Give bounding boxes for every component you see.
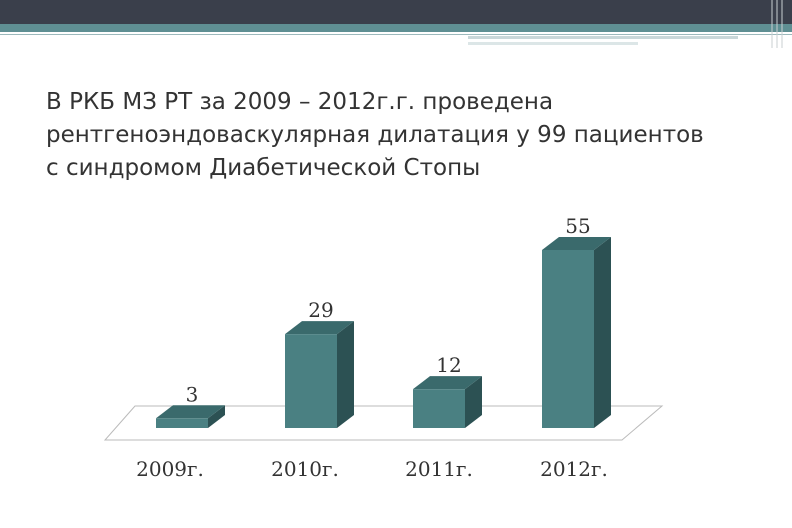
bar-2012г.: [542, 237, 611, 428]
category-label-2011г.: 2011г.: [405, 457, 473, 481]
bar-top: [413, 376, 482, 390]
data-label-2012г.: 55: [565, 214, 590, 238]
slide-title: В РКБ МЗ РТ за 2009 – 2012г.г. проведена…: [46, 86, 766, 185]
data-label-2010г.: 29: [308, 298, 333, 322]
bar-top: [285, 321, 354, 335]
bar-front: [413, 389, 465, 428]
data-label-2009г.: 3: [186, 382, 199, 406]
slide-title-line-2: рентгеноэндоваскулярная дилатация у 99 п…: [46, 122, 704, 148]
bar-2009г.: [156, 405, 225, 428]
header-accent-band: [0, 24, 792, 32]
bar-2011г.: [413, 376, 482, 428]
bar-top: [156, 405, 225, 419]
category-label-2010г.: 2010г.: [271, 457, 339, 481]
bar-side: [594, 237, 611, 428]
bar-chart: 3 2009г. 29 2010г. 12 2011г. 55 2012г.: [103, 214, 664, 481]
bar-front: [156, 418, 208, 428]
chart-floor: [103, 405, 664, 441]
data-label-2011г.: 12: [436, 353, 461, 377]
bar-side: [337, 321, 354, 428]
bar-side: [465, 376, 482, 428]
slide-title-line-1: В РКБ МЗ РТ за 2009 – 2012г.г. проведена: [46, 89, 554, 115]
labels-group: 3 2009г. 29 2010г. 12 2011г. 55 2012г.: [136, 214, 608, 481]
category-label-2012г.: 2012г.: [540, 457, 608, 481]
slide-title-line-3: с синдромом Диабетической Стопы: [46, 155, 481, 181]
header-accent-line-short: [468, 42, 638, 45]
category-label-2009г.: 2009г.: [136, 457, 204, 481]
header-divider: [0, 34, 792, 35]
bar-2010г.: [285, 321, 354, 428]
header-bar: [0, 0, 792, 24]
header-decoration: [771, 0, 783, 48]
bar-front: [542, 250, 594, 428]
bar-side: [208, 405, 225, 428]
bars-group: [156, 237, 611, 428]
bar-top: [542, 237, 611, 250]
header-accent-line: [468, 36, 738, 39]
bar-front: [285, 334, 337, 428]
